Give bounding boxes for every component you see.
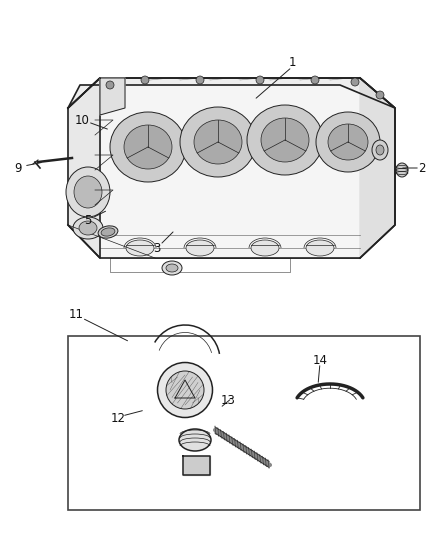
Ellipse shape	[101, 228, 115, 236]
Polygon shape	[68, 78, 395, 258]
Ellipse shape	[180, 107, 256, 177]
Text: 14: 14	[312, 353, 328, 367]
Circle shape	[376, 91, 384, 99]
Ellipse shape	[74, 176, 102, 208]
Ellipse shape	[73, 217, 103, 239]
Polygon shape	[183, 456, 210, 475]
Text: 3: 3	[153, 241, 161, 254]
Ellipse shape	[110, 112, 186, 182]
Text: 2: 2	[418, 161, 426, 174]
Ellipse shape	[166, 371, 204, 409]
Ellipse shape	[162, 261, 182, 275]
Circle shape	[141, 76, 149, 84]
Polygon shape	[68, 78, 395, 108]
Ellipse shape	[66, 167, 110, 217]
Polygon shape	[100, 78, 125, 115]
Ellipse shape	[251, 240, 279, 256]
Bar	[68, 336, 420, 510]
Circle shape	[311, 76, 319, 84]
Text: 1: 1	[288, 55, 296, 69]
Ellipse shape	[79, 221, 97, 235]
Polygon shape	[360, 78, 395, 258]
Ellipse shape	[261, 118, 309, 162]
Ellipse shape	[316, 112, 380, 172]
Ellipse shape	[126, 240, 154, 256]
Ellipse shape	[376, 145, 384, 155]
Ellipse shape	[124, 125, 172, 169]
Ellipse shape	[166, 264, 178, 272]
Text: 12: 12	[110, 411, 126, 424]
Ellipse shape	[328, 124, 368, 160]
Text: 13: 13	[221, 393, 236, 407]
Text: 9: 9	[14, 161, 22, 174]
Ellipse shape	[179, 429, 211, 451]
Ellipse shape	[396, 163, 408, 177]
Ellipse shape	[194, 120, 242, 164]
Ellipse shape	[158, 362, 212, 417]
Ellipse shape	[306, 240, 334, 256]
Circle shape	[106, 81, 114, 89]
Circle shape	[196, 76, 204, 84]
Text: 10: 10	[74, 114, 89, 126]
Text: 11: 11	[68, 309, 84, 321]
Ellipse shape	[98, 226, 118, 238]
Circle shape	[351, 78, 359, 86]
Text: 5: 5	[84, 214, 92, 227]
Polygon shape	[68, 78, 100, 258]
Ellipse shape	[247, 105, 323, 175]
Ellipse shape	[372, 140, 388, 160]
Circle shape	[256, 76, 264, 84]
Ellipse shape	[186, 240, 214, 256]
